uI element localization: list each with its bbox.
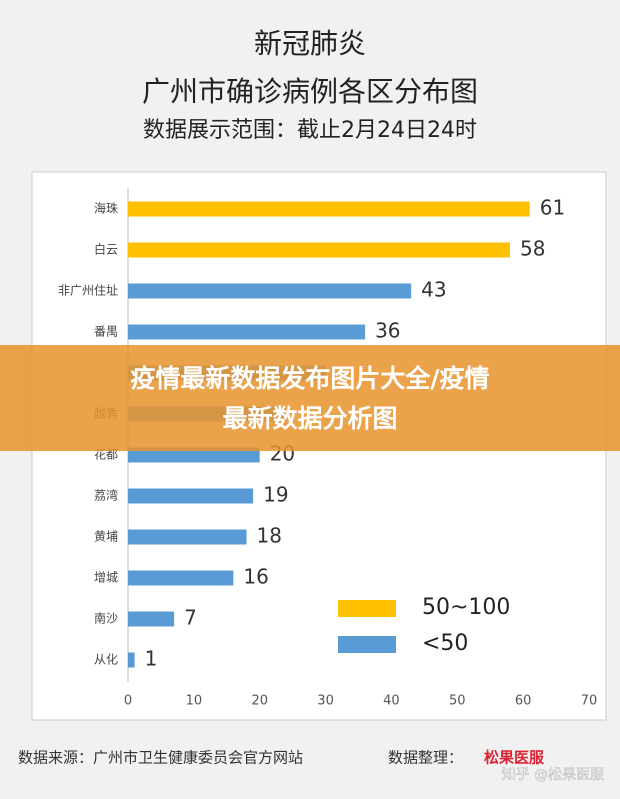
x-tick-label: 20	[251, 694, 268, 709]
x-tick-label: 30	[317, 694, 334, 709]
chart-title: 广州市确诊病例各区分布图	[142, 75, 478, 108]
bar	[128, 529, 247, 545]
chart-title: 新冠肺炎	[254, 27, 366, 60]
organizer: 数据整理：	[388, 749, 463, 767]
value-label: 7	[184, 606, 197, 630]
x-tick-label: 70	[581, 694, 598, 709]
banner-text: 疫情最新数据发布图片大全/疫情	[130, 364, 489, 393]
bar	[128, 488, 254, 504]
x-tick-label: 40	[383, 694, 400, 709]
bar	[128, 201, 530, 217]
value-label: 19	[263, 483, 288, 507]
value-label: 36	[375, 319, 400, 343]
legend-label: <50	[422, 631, 468, 656]
value-label: 43	[421, 278, 446, 302]
x-tick-label: 0	[124, 694, 132, 709]
banner-text: 最新数据分析图	[222, 404, 397, 433]
banner	[0, 345, 620, 451]
y-tick-label: 南沙	[94, 611, 118, 626]
value-label: 61	[540, 196, 565, 220]
value-label: 1	[145, 647, 158, 671]
legend-label: 50~100	[422, 595, 510, 620]
value-label: 16	[243, 565, 268, 589]
source: 数据来源：广州市卫生健康委员会官方网站	[18, 749, 303, 767]
bar	[128, 570, 234, 586]
y-tick-label: 荔湾	[94, 488, 118, 503]
bar	[128, 324, 366, 340]
bar	[128, 611, 175, 627]
y-tick-label: 非广州住址	[58, 284, 118, 298]
chart-subtitle: 数据展示范围：截止2月24日24时	[143, 118, 477, 143]
bar	[128, 283, 412, 299]
logo: 松果医服	[484, 749, 545, 767]
value-label: 58	[520, 237, 545, 261]
bar	[128, 242, 510, 258]
x-tick-label: 10	[186, 694, 203, 709]
legend-swatch	[338, 600, 396, 617]
y-tick-label: 番禺	[94, 325, 118, 339]
bar	[128, 447, 260, 463]
y-tick-label: 白云	[94, 242, 118, 257]
x-tick-label: 60	[515, 694, 532, 709]
y-tick-label: 海珠	[94, 201, 118, 216]
bar	[128, 652, 135, 668]
x-tick-label: 50	[449, 694, 466, 709]
watermark: 知乎 @松果医服	[502, 766, 604, 783]
y-tick-label: 从化	[94, 653, 118, 667]
value-label: 18	[257, 524, 282, 548]
legend-swatch	[338, 636, 396, 653]
y-tick-label: 增城	[94, 571, 118, 585]
y-tick-label: 黄埔	[94, 530, 118, 544]
